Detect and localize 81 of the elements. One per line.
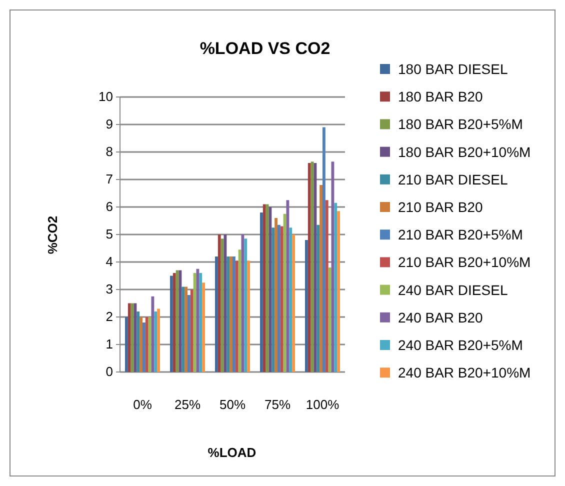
y-tick-label: 9 (106, 116, 113, 132)
bar (244, 238, 248, 372)
legend-label: 180 BAR DIESEL (398, 61, 508, 77)
bar (130, 303, 134, 372)
x-axis-title: %LOAD (208, 445, 256, 460)
x-tick-label: 50% (219, 397, 246, 412)
x-tick-label: 0% (133, 397, 152, 412)
legend-label: 210 BAR B20+5%M (398, 226, 523, 243)
legend-label: 210 BAR B20 (398, 199, 484, 215)
bar (262, 204, 266, 372)
legend-label: 240 BAR B20 (398, 309, 484, 326)
bar (154, 312, 158, 372)
bar (266, 204, 269, 372)
legend-label: 180 BAR B20+5%M (398, 116, 523, 132)
bar (292, 234, 295, 372)
x-tick-label: 25% (174, 397, 201, 412)
bar (289, 228, 292, 372)
legend-label: 240 BAR DIESEL (398, 282, 508, 298)
bar (176, 270, 179, 372)
y-tick-label: 6 (106, 199, 113, 214)
bar (238, 250, 242, 372)
y-axis-title: %CO2 (45, 216, 60, 254)
bar (188, 295, 190, 372)
bar (140, 317, 142, 372)
bar (148, 317, 152, 372)
bar (193, 273, 196, 372)
x-tick-label: 75% (264, 397, 291, 412)
y-tick-label: 4 (106, 254, 113, 270)
legend-label: 180 BAR B20 (398, 88, 484, 105)
bar (232, 256, 236, 372)
legend-label: 180 BAR B20+10%M (398, 144, 531, 160)
bar (172, 273, 176, 372)
y-tick-label: 5 (106, 226, 113, 242)
bar (190, 290, 194, 372)
bar (337, 211, 340, 372)
bar (215, 256, 218, 372)
bar (316, 224, 320, 372)
bar (184, 286, 188, 372)
bar (182, 286, 185, 372)
bar (170, 276, 173, 372)
bar (305, 240, 308, 372)
bar (128, 303, 131, 372)
bar (320, 185, 322, 372)
bar (280, 226, 284, 372)
bar (334, 202, 338, 372)
bar (247, 260, 250, 372)
y-tick-label: 8 (106, 144, 113, 160)
x-tick-label: 100% (306, 397, 340, 412)
y-tick-label: 7 (106, 172, 113, 187)
bar (157, 308, 160, 372)
bar (125, 317, 128, 372)
legend-label: 240 BAR B20+10%M (398, 364, 531, 381)
bar (272, 228, 275, 372)
bar (218, 234, 221, 372)
bar (328, 268, 332, 372)
y-tick-label: 2 (106, 309, 113, 324)
bar (260, 212, 263, 372)
chart-title: %LOAD VS CO2 (200, 39, 330, 58)
bar (145, 317, 148, 372)
legend-label: 210 BAR DIESEL (398, 171, 508, 188)
bar (220, 238, 224, 372)
bar (230, 256, 232, 372)
bar (274, 218, 278, 372)
y-tick-label: 1 (106, 336, 113, 352)
bar (235, 260, 238, 372)
y-tick-label: 3 (106, 282, 113, 297)
legend-label: 210 BAR B20+10%M (398, 254, 531, 270)
bar (142, 322, 146, 372)
bar (136, 312, 140, 372)
bar (278, 224, 280, 372)
bar (283, 214, 286, 372)
legend-label: 240 BAR B20+5%M (398, 337, 523, 353)
bar (322, 127, 326, 372)
y-tick-label: 0 (106, 364, 113, 380)
bar (310, 162, 314, 372)
bar (226, 256, 230, 372)
bar (325, 200, 328, 372)
y-tick-label: 10 (98, 89, 113, 104)
bar (202, 282, 205, 372)
bar (308, 163, 311, 372)
bar (199, 273, 202, 372)
